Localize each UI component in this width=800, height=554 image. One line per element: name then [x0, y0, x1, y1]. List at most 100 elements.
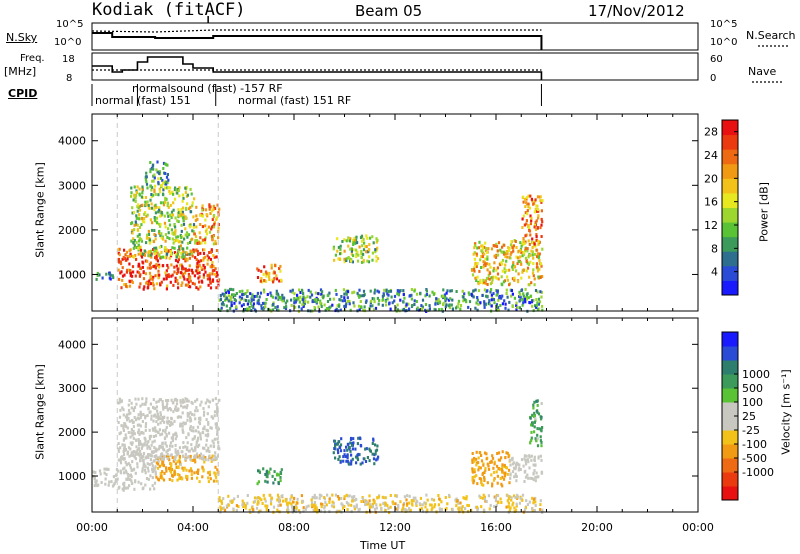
velocity-cell [497, 451, 501, 455]
power-cell [488, 302, 491, 306]
power-cell [263, 290, 266, 294]
power-cell [121, 278, 124, 282]
velocity-cell [176, 460, 179, 464]
power-cell [365, 234, 368, 238]
power-cell [212, 254, 215, 257]
velocity-cell [139, 424, 142, 428]
power-cell [522, 240, 525, 244]
power-cell [362, 252, 365, 256]
power-cell [175, 272, 179, 275]
power-cell [262, 272, 265, 276]
power-cell [131, 229, 134, 232]
power-cell [489, 290, 492, 294]
power-cell [209, 212, 212, 215]
velocity-cell [475, 463, 478, 467]
power-cell [203, 255, 206, 259]
velocity-cell [144, 483, 147, 487]
velocity-cell [515, 479, 518, 483]
power-cell [195, 225, 198, 229]
velocity-cell [207, 480, 210, 484]
power-cell [177, 282, 180, 286]
velocity-cell [182, 421, 185, 425]
cpid-label: CPID [8, 87, 38, 100]
power-cell [192, 250, 196, 254]
velocity-colorbar-segment [722, 360, 738, 375]
power-cell [204, 270, 207, 274]
velocity-cell [523, 508, 527, 512]
freq-tick-bottom: 8 [66, 73, 73, 84]
velocity-cell [163, 471, 166, 475]
velocity-cell [477, 456, 480, 460]
velocity-cell [118, 432, 121, 436]
velocity-cell [341, 503, 344, 507]
velocity-cell [360, 500, 363, 503]
power-cell [495, 276, 498, 280]
power-cell [396, 308, 399, 312]
power-cell [199, 285, 202, 289]
velocity-cell [336, 448, 339, 452]
power-cell [189, 225, 192, 229]
velocity-cell [205, 443, 208, 447]
velocity-cell [151, 427, 154, 431]
power-cell [157, 269, 160, 273]
power-cell [353, 239, 356, 243]
power-cell [202, 275, 205, 279]
power-cell [160, 232, 163, 236]
velocity-cell [196, 438, 199, 442]
velocity-cell [174, 407, 177, 411]
power-cell [165, 186, 168, 190]
velocity-cell [350, 503, 353, 507]
power-cell [454, 306, 458, 310]
velocity-cell [208, 470, 211, 474]
power-cell [192, 223, 196, 227]
power-cell [158, 263, 161, 267]
velocity-cell [528, 466, 531, 470]
power-cell [473, 246, 476, 250]
velocity-colorbar-tick-label: -1000 [742, 466, 774, 479]
power-cell [184, 227, 187, 231]
velocity-cell [258, 509, 261, 513]
power-cell [535, 204, 538, 208]
velocity-cell [154, 434, 158, 438]
power-cell [539, 290, 542, 294]
velocity-cell [337, 440, 340, 444]
power-cell [209, 250, 212, 254]
power-cell [537, 209, 540, 213]
velocity-cell [203, 410, 206, 414]
power-cell [162, 181, 165, 185]
velocity-cell [147, 456, 150, 459]
velocity-cell [483, 451, 487, 455]
velocity-cell [130, 453, 133, 457]
velocity-cell [273, 470, 276, 474]
velocity-cell [146, 462, 149, 466]
power-cell [111, 274, 114, 278]
power-cell [360, 249, 363, 253]
power-cell [219, 297, 223, 301]
velocity-cell [277, 496, 280, 499]
power-cell [537, 242, 540, 246]
power-cell [216, 279, 219, 283]
power-cell [257, 268, 260, 272]
power-cell [523, 297, 526, 301]
power-cell [474, 242, 477, 246]
velocity-colorbar-tick-label: 100 [742, 396, 763, 409]
power-cell [275, 277, 279, 281]
power-cell [302, 305, 305, 308]
velocity-cell [211, 439, 214, 443]
velocity-cell [199, 432, 202, 436]
velocity-cell [193, 457, 196, 461]
power-cell [457, 299, 461, 303]
power-cell [317, 292, 320, 296]
power-cell [164, 233, 167, 236]
velocity-cell [540, 444, 543, 448]
velocity-cell [126, 486, 129, 490]
velocity-cell [188, 469, 191, 473]
power-cell [209, 205, 212, 209]
velocity-cell [130, 428, 133, 431]
power-cell [356, 250, 359, 254]
power-cell [168, 219, 171, 222]
velocity-cell [513, 475, 516, 479]
power-cell [118, 260, 121, 264]
power-cell [193, 274, 196, 278]
power-cell [509, 243, 513, 247]
